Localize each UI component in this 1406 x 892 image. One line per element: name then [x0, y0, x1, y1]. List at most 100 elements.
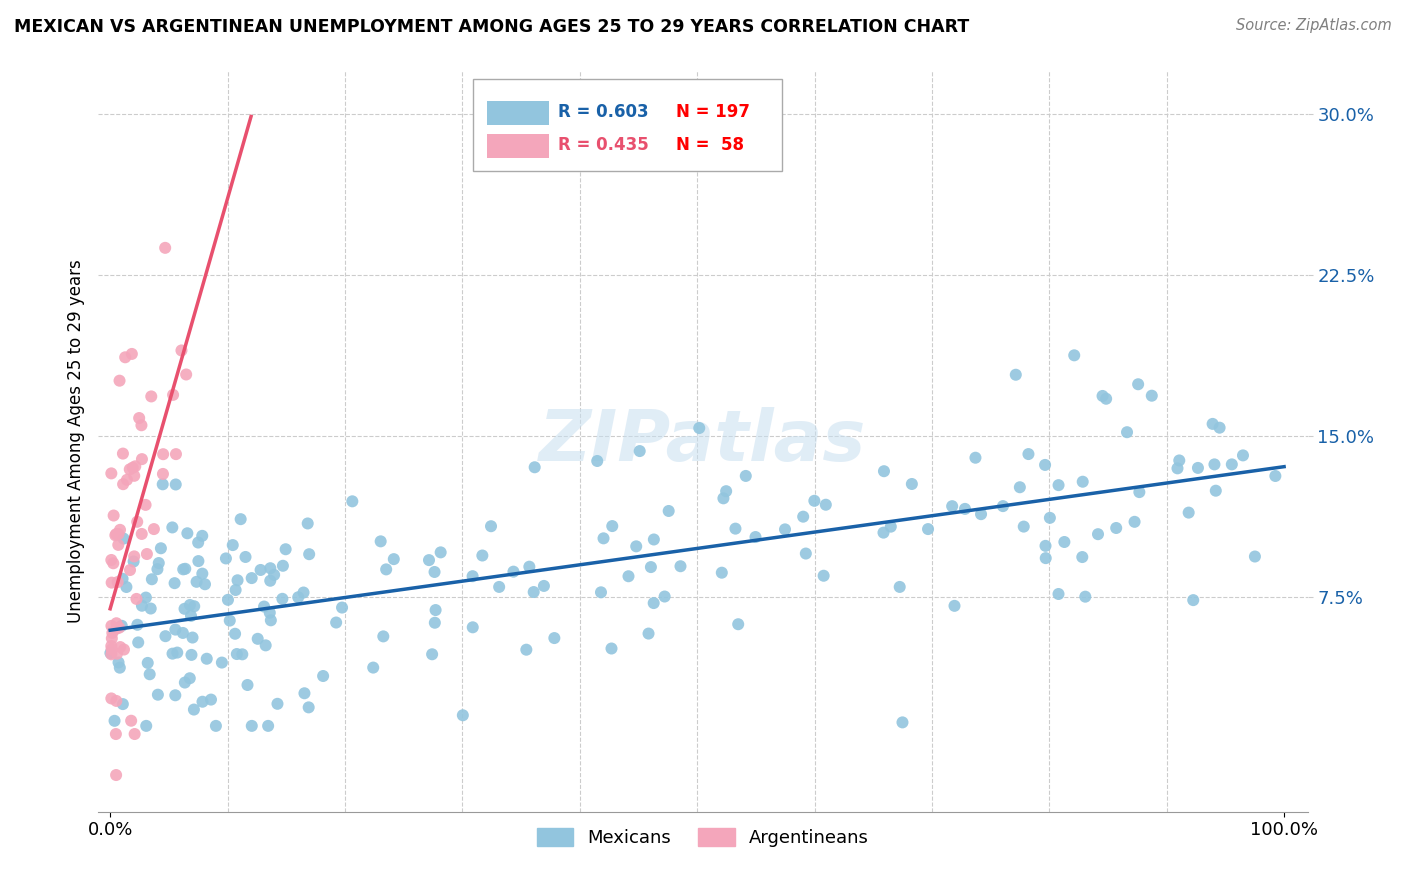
- Point: [1205, 483, 1227, 498]
- Point: [1187, 461, 1209, 475]
- Point: [165, 477, 187, 491]
- Point: [124, 727, 146, 741]
- Point: [600, 641, 623, 656]
- Point: [218, 614, 240, 628]
- Point: [643, 596, 665, 610]
- Point: [187, 554, 209, 568]
- Point: [141, 389, 163, 403]
- Point: [176, 526, 198, 541]
- Point: [224, 627, 246, 641]
- Point: [1071, 475, 1094, 489]
- Point: [172, 562, 194, 576]
- Point: [121, 347, 143, 361]
- Point: [873, 464, 896, 478]
- Point: [1074, 590, 1097, 604]
- Point: [370, 534, 392, 549]
- Point: [1033, 458, 1056, 472]
- Point: [225, 582, 247, 597]
- Point: [813, 568, 835, 582]
- Point: [236, 678, 259, 692]
- Point: [100, 646, 122, 660]
- Point: [1105, 521, 1128, 535]
- Point: [669, 559, 692, 574]
- Y-axis label: Unemployment Among Ages 25 to 29 years: Unemployment Among Ages 25 to 29 years: [66, 260, 84, 624]
- Legend: Mexicans, Argentineans: Mexicans, Argentineans: [530, 821, 876, 855]
- Point: [163, 576, 186, 591]
- Point: [1128, 485, 1150, 500]
- Point: [105, 647, 128, 661]
- Point: [136, 656, 159, 670]
- Point: [1140, 389, 1163, 403]
- Point: [194, 577, 217, 591]
- Point: [211, 656, 233, 670]
- Point: [259, 574, 281, 588]
- Point: [643, 533, 665, 547]
- Point: [103, 508, 125, 523]
- Point: [135, 498, 157, 512]
- Point: [254, 638, 277, 652]
- Point: [1208, 420, 1230, 434]
- Point: [131, 527, 153, 541]
- Point: [724, 522, 747, 536]
- Point: [325, 615, 347, 630]
- Point: [105, 768, 128, 782]
- Point: [533, 579, 555, 593]
- Text: N =  58: N = 58: [676, 136, 744, 154]
- Point: [880, 519, 903, 533]
- Point: [330, 600, 353, 615]
- Point: [148, 556, 170, 570]
- Point: [105, 527, 128, 541]
- Point: [734, 469, 756, 483]
- Point: [124, 459, 146, 474]
- Point: [1004, 368, 1026, 382]
- Point: [1039, 511, 1062, 525]
- Point: [271, 558, 294, 573]
- Point: [461, 620, 484, 634]
- Point: [162, 520, 184, 534]
- Point: [180, 608, 202, 623]
- Point: [1220, 458, 1243, 472]
- Point: [174, 368, 197, 382]
- Point: [451, 708, 474, 723]
- Point: [155, 629, 177, 643]
- Point: [872, 525, 894, 540]
- Point: [429, 545, 451, 559]
- Text: MEXICAN VS ARGENTINEAN UNEMPLOYMENT AMONG AGES 25 TO 29 YEARS CORRELATION CHART: MEXICAN VS ARGENTINEAN UNEMPLOYMENT AMON…: [14, 18, 969, 36]
- Point: [112, 477, 135, 491]
- Point: [104, 727, 127, 741]
- Point: [375, 562, 398, 576]
- Point: [640, 560, 662, 574]
- Point: [179, 671, 201, 685]
- Point: [523, 585, 546, 599]
- Point: [183, 599, 205, 614]
- Point: [312, 669, 335, 683]
- Point: [104, 528, 127, 542]
- Point: [173, 602, 195, 616]
- Point: [103, 714, 125, 728]
- Point: [1063, 348, 1085, 362]
- Point: [191, 566, 214, 581]
- Point: [891, 715, 914, 730]
- Point: [122, 468, 145, 483]
- Point: [592, 532, 614, 546]
- Point: [122, 554, 145, 568]
- Point: [488, 580, 510, 594]
- Point: [240, 571, 263, 585]
- Point: [1035, 539, 1057, 553]
- Point: [108, 374, 131, 388]
- Point: [107, 656, 129, 670]
- Point: [1095, 392, 1118, 406]
- Text: R = 0.435: R = 0.435: [558, 136, 648, 154]
- Point: [108, 523, 131, 537]
- Point: [1264, 469, 1286, 483]
- Point: [461, 569, 484, 583]
- Point: [125, 591, 148, 606]
- Point: [174, 562, 197, 576]
- Point: [901, 477, 924, 491]
- Point: [153, 241, 176, 255]
- Point: [100, 642, 122, 657]
- Point: [1168, 453, 1191, 467]
- Point: [235, 549, 257, 564]
- Point: [100, 467, 122, 481]
- FancyBboxPatch shape: [486, 101, 550, 125]
